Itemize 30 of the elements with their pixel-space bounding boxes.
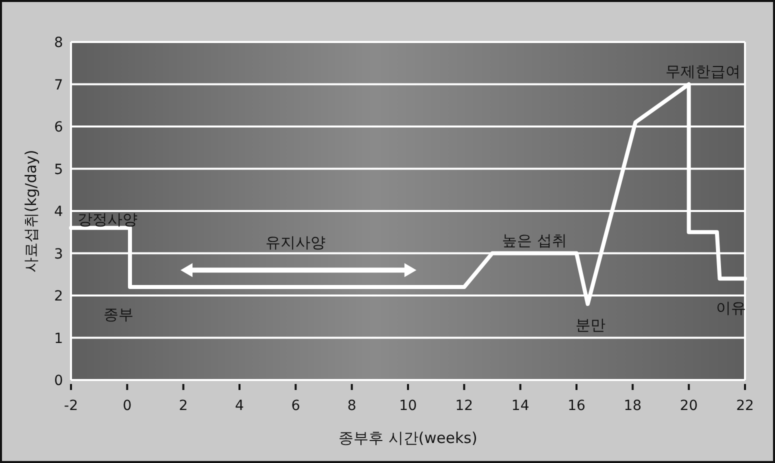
x-tick-label: 4: [235, 398, 244, 414]
x-tick-label: 16: [568, 398, 586, 414]
x-tick-label: 12: [455, 398, 474, 414]
annotation: 종부: [104, 306, 134, 324]
x-tick-label: 22: [736, 398, 754, 414]
y-tick-label: 2: [54, 288, 63, 304]
y-tick-label: 5: [54, 162, 63, 178]
x-tick-label: 14: [511, 398, 530, 414]
y-axis-title: 사료섭취(kg/day): [22, 150, 40, 272]
y-tick-label: 1: [54, 330, 63, 347]
x-tick-label: 8: [347, 398, 356, 414]
annotation: 분만: [576, 316, 606, 334]
x-tick-label: 20: [680, 398, 698, 414]
y-tick-label: 4: [54, 204, 64, 220]
y-tick-label: 6: [54, 120, 64, 136]
x-tick-label: 6: [291, 398, 300, 414]
x-tick-label: 10: [399, 398, 417, 414]
annotation: 강정사양: [78, 210, 138, 228]
annotation: 유지사양: [266, 234, 326, 252]
x-tick-label: 0: [122, 398, 132, 414]
annotation: 무제한급여: [665, 62, 740, 81]
y-tick-label: 7: [54, 77, 63, 94]
y-tick-label: 3: [54, 246, 63, 262]
x-tick-label: 2: [178, 398, 188, 414]
x-tick-label: -2: [64, 398, 78, 414]
annotation: 높은 섭취: [502, 232, 567, 250]
y-tick-label: 0: [54, 373, 63, 389]
x-tick-label: 18: [624, 398, 642, 414]
y-tick-label: 8: [54, 35, 63, 51]
x-axis-title: 종부후 시간(weeks): [338, 429, 478, 447]
